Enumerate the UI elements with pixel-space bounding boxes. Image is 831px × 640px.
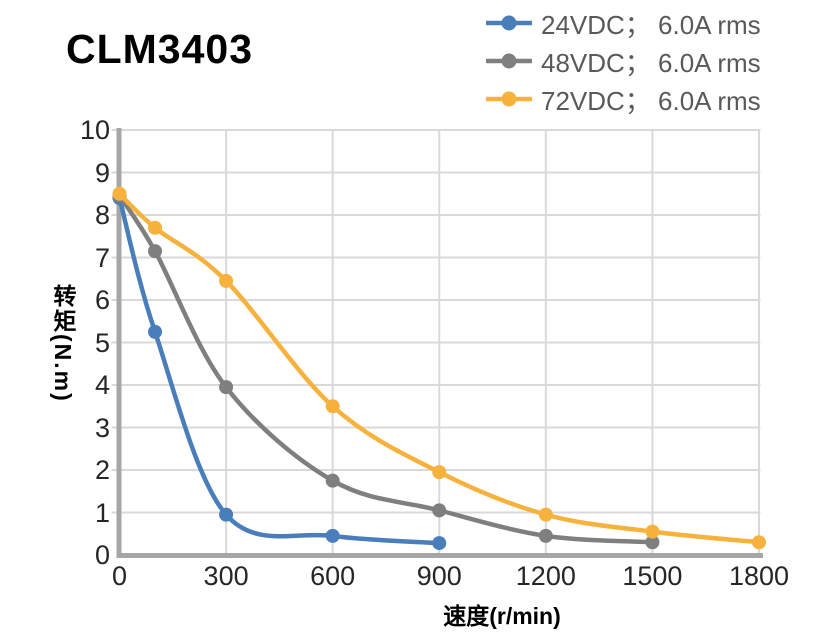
series-marker: [148, 324, 163, 339]
legend-label: 72VDC； 6.0A rms: [541, 85, 761, 116]
y-axis-title: 转矩(N.m): [50, 284, 76, 403]
y-tick-label: 5: [94, 327, 110, 358]
series-marker: [645, 535, 660, 550]
series-marker: [432, 503, 447, 518]
legend: 24VDC； 6.0A rms 48VDC； 6.0A rms 72VDC； 6.0…: [486, 4, 761, 118]
legend-label: 48VDC； 6.0A rms: [541, 47, 761, 78]
legend-line-marker-icon: [486, 91, 532, 107]
series-marker: [325, 528, 340, 543]
y-tick-label: 2: [94, 455, 110, 485]
series-line: [117, 193, 655, 545]
legend-item: 24VDC； 6.0A rms: [486, 4, 761, 42]
y-tick-label: 8: [94, 200, 110, 230]
series-line: [117, 191, 762, 545]
y-tick-label: 7: [94, 242, 110, 273]
series-marker: [538, 528, 553, 543]
series-marker: [538, 507, 553, 522]
y-tick-label: 4: [94, 370, 110, 400]
series-marker: [325, 473, 340, 488]
legend-item: 72VDC； 6.0A rms: [486, 80, 761, 118]
series-marker: [148, 244, 163, 259]
series-marker: [752, 535, 766, 550]
series-marker: [432, 465, 447, 480]
y-tick-label: 9: [94, 157, 110, 188]
x-tick-label: 600: [310, 561, 356, 591]
y-tick-label: 6: [94, 285, 110, 315]
y-tick-label: 3: [94, 412, 110, 443]
y-tick-label: 1: [94, 497, 110, 528]
series-marker: [645, 524, 660, 539]
x-tick-label: 0: [111, 561, 128, 591]
y-tick-label: 10: [79, 115, 110, 145]
series-marker: [219, 380, 234, 395]
chart-title: CLM3403: [66, 26, 254, 72]
legend-item: 48VDC； 6.0A rms: [486, 42, 761, 80]
series-marker: [112, 186, 127, 201]
x-tick-label: 1800: [728, 561, 790, 591]
y-tick-label: 0: [94, 540, 110, 570]
legend-label: 24VDC； 6.0A rms: [541, 9, 761, 40]
x-tick-label: 1200: [515, 561, 576, 591]
legend-line-marker-icon: [486, 53, 532, 69]
x-tick-label: 900: [416, 561, 462, 591]
series-marker: [219, 273, 234, 288]
series-marker: [325, 399, 340, 414]
series-marker: [148, 220, 163, 235]
series-marker: [219, 507, 234, 522]
legend-line-marker-icon: [486, 15, 532, 31]
series-marker: [432, 536, 447, 551]
series-line: [117, 195, 442, 546]
x-tick-label: 300: [203, 561, 249, 591]
x-axis-title: 速度(r/min): [443, 603, 561, 629]
x-tick-label: 1500: [622, 561, 683, 591]
